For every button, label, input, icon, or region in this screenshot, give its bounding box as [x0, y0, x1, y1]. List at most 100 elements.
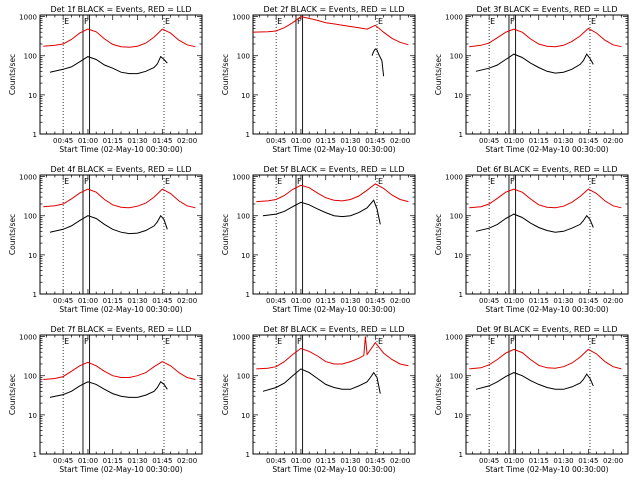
x-tick-label: 01:30 [127, 297, 147, 305]
series-line-events [262, 199, 381, 225]
x-tick-label: 01:45 [578, 137, 598, 145]
plot-frame [465, 334, 629, 455]
x-tick-label: 01:30 [340, 137, 360, 145]
x-tick-label: 01:15 [529, 137, 549, 145]
x-tick-label: 01:15 [316, 297, 336, 305]
interval-marker: F [297, 337, 302, 346]
plot-frame [252, 174, 416, 295]
plot-frame [252, 334, 416, 455]
y-tick-label: 1 [459, 451, 463, 459]
panel-title: Det 6f BLACK = Events, RED = LLD [476, 165, 617, 174]
y-tick-label: 100 [237, 53, 250, 61]
y-tick-label: 10 [454, 412, 463, 420]
x-axis-label: Start Time (02-May-10 00:30:00) [272, 145, 395, 154]
y-tick-label: 1000 [19, 334, 37, 342]
y-tick-label: 1 [459, 291, 463, 299]
series-line-lld [256, 336, 409, 370]
y-tick-label: 1000 [445, 174, 463, 182]
y-tick-label: 100 [237, 373, 250, 381]
x-tick-label: 01:45 [578, 457, 598, 465]
x-tick-label: 02:00 [603, 457, 623, 465]
y-tick-label: 10 [28, 252, 37, 260]
panel-det-5: Det 5f BLACK = Events, RED = LLD 1 10 100 10… [221, 165, 416, 314]
panel-title: Det 8f BLACK = Events, RED = LLD [263, 325, 404, 334]
x-tick-label: 00:45 [53, 137, 73, 145]
x-axis-label: Start Time (02-May-10 00:30:00) [59, 145, 182, 154]
x-tick-label: 02:00 [177, 297, 197, 305]
x-tick-label: 01:15 [103, 457, 123, 465]
y-tick-label: 1 [246, 291, 250, 299]
y-tick-label: 10 [241, 92, 250, 100]
x-tick-label: 00:45 [479, 457, 499, 465]
y-tick-label: 100 [24, 373, 37, 381]
x-tick-label: 00:45 [479, 137, 499, 145]
panel-title: Det 1f BLACK = Events, RED = LLD [50, 5, 191, 14]
interval-marker: E [490, 177, 495, 186]
interval-marker: F [510, 337, 515, 346]
panel-title: Det 7f BLACK = Events, RED = LLD [50, 325, 191, 334]
y-tick-label: 1000 [232, 334, 250, 342]
y-tick-label: 1000 [19, 14, 37, 22]
y-tick-label: 10 [28, 412, 37, 420]
x-tick-label: 01:30 [553, 137, 573, 145]
interval-marker: E [277, 337, 282, 346]
x-tick-label: 00:45 [479, 297, 499, 305]
interval-marker: E [165, 17, 170, 26]
y-axis-label: Counts/sec [8, 214, 17, 255]
interval-marker: E [277, 177, 282, 186]
x-tick-label: 02:00 [603, 137, 623, 145]
y-axis-label: Counts/sec [434, 54, 443, 95]
x-axis-label: Start Time (02-May-10 00:30:00) [485, 145, 608, 154]
interval-marker: E [378, 337, 383, 346]
series-line-lld [43, 361, 196, 380]
series-line-events [475, 372, 594, 390]
y-axis-label: Counts/sec [221, 214, 230, 255]
y-tick-label: 1 [33, 131, 37, 139]
x-axis-label: Start Time (02-May-10 00:30:00) [59, 465, 182, 474]
x-tick-label: 01:45 [365, 297, 385, 305]
series-line-events [475, 53, 594, 74]
interval-marker: F [84, 337, 89, 346]
panel-det-7: Det 7f BLACK = Events, RED = LLD 1 10 100 10… [8, 325, 203, 474]
series-line-lld [469, 348, 622, 370]
x-tick-label: 01:00 [504, 137, 524, 145]
x-tick-label: 01:45 [152, 297, 172, 305]
interval-marker: F [84, 177, 89, 186]
x-tick-label: 01:00 [291, 137, 311, 145]
panel-det-6: Det 6f BLACK = Events, RED = LLD 1 10 100 10… [434, 165, 629, 314]
x-tick-label: 01:30 [127, 457, 147, 465]
interval-marker: F [297, 177, 302, 186]
plot-frame [252, 14, 416, 135]
interval-marker: E [490, 337, 495, 346]
y-tick-label: 1 [33, 451, 37, 459]
x-tick-label: 01:45 [365, 457, 385, 465]
interval-marker: E [165, 177, 170, 186]
interval-marker: E [591, 17, 596, 26]
y-axis-label: Counts/sec [434, 374, 443, 415]
panel-det-9: Det 9f BLACK = Events, RED = LLD 1 10 100 10… [434, 325, 629, 474]
y-tick-label: 1 [33, 291, 37, 299]
x-tick-label: 00:45 [266, 457, 286, 465]
x-tick-label: 02:00 [390, 297, 410, 305]
interval-marker: E [378, 177, 383, 186]
x-tick-label: 01:00 [291, 297, 311, 305]
x-axis-label: Start Time (02-May-10 00:30:00) [59, 305, 182, 314]
y-axis-label: Counts/sec [221, 54, 230, 95]
x-axis-label: Start Time (02-May-10 00:30:00) [485, 465, 608, 474]
x-tick-label: 01:15 [316, 457, 336, 465]
x-tick-label: 01:30 [340, 297, 360, 305]
panel-det-1: Det 1f BLACK = Events, RED = LLD 1 10 100 10… [8, 5, 203, 154]
interval-marker: E [64, 177, 69, 186]
interval-marker: E [277, 17, 282, 26]
x-tick-label: 01:00 [504, 297, 524, 305]
interval-marker: F [297, 17, 302, 26]
y-tick-label: 100 [450, 373, 463, 381]
x-axis-label: Start Time (02-May-10 00:30:00) [272, 465, 395, 474]
interval-marker: F [84, 17, 89, 26]
panel-det-4: Det 4f BLACK = Events, RED = LLD 1 10 100 10… [8, 165, 203, 314]
panel-title: Det 4f BLACK = Events, RED = LLD [50, 165, 191, 174]
y-tick-label: 100 [237, 213, 250, 221]
x-tick-label: 01:45 [152, 137, 172, 145]
panel-det-2: Det 2f BLACK = Events, RED = LLD 1 10 100 10… [221, 5, 416, 154]
